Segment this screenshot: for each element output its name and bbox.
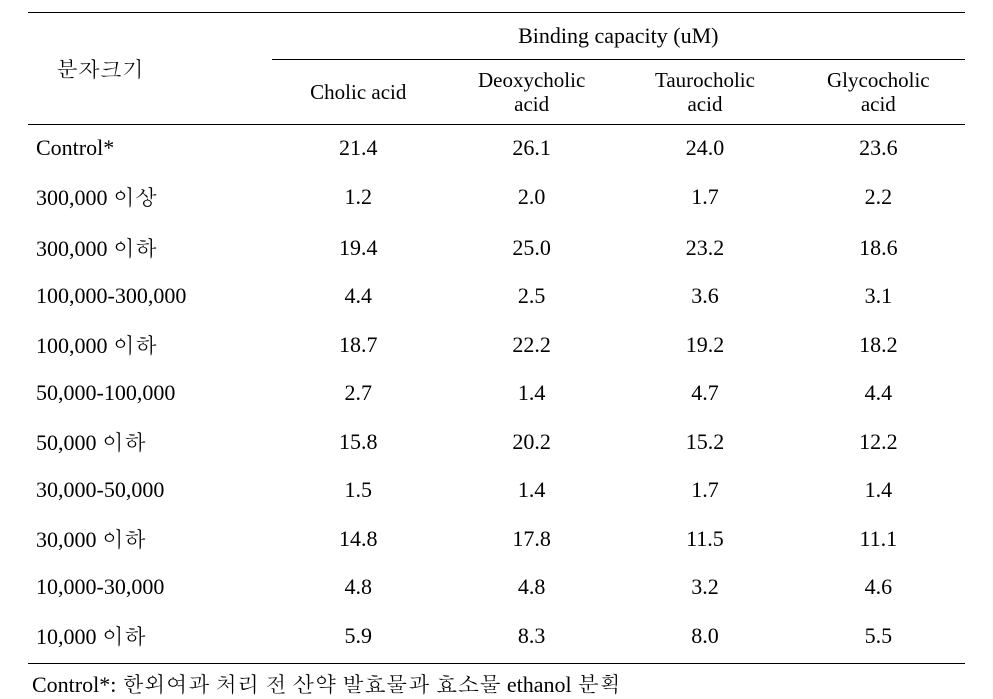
cell-value: 18.2: [792, 319, 965, 370]
table-row: 50,000-100,0002.71.44.74.4: [28, 370, 965, 416]
cell-value: 1.7: [618, 467, 791, 513]
cell-value: 12.2: [792, 416, 965, 467]
row-group-header: 분자크기: [28, 13, 272, 125]
column-header-text: acid: [687, 92, 722, 116]
table-row: 50,000 이하15.820.215.212.2: [28, 416, 965, 467]
cell-value: 19.4: [272, 222, 445, 273]
column-header-text: Deoxycholic: [478, 68, 585, 92]
cell-value: 1.4: [445, 370, 618, 416]
cell-value: 8.3: [445, 610, 618, 664]
table-row: 30,000 이하14.817.811.511.1: [28, 513, 965, 564]
cell-value: 1.4: [792, 467, 965, 513]
cell-value: 1.2: [272, 171, 445, 222]
row-label: 100,000 이하: [28, 319, 272, 370]
table-row: 300,000 이상1.22.01.72.2: [28, 171, 965, 222]
table-row: 100,000-300,0004.42.53.63.1: [28, 273, 965, 319]
cell-value: 3.2: [618, 564, 791, 610]
super-header: Binding capacity (uM): [272, 13, 965, 60]
cell-value: 19.2: [618, 319, 791, 370]
cell-value: 8.0: [618, 610, 791, 664]
cell-value: 15.8: [272, 416, 445, 467]
column-header: Deoxycholicacid: [445, 60, 618, 125]
cell-value: 22.2: [445, 319, 618, 370]
column-header-text: acid: [861, 92, 896, 116]
table-row: 300,000 이하19.425.023.218.6: [28, 222, 965, 273]
row-label: 10,000-30,000: [28, 564, 272, 610]
row-label: 10,000 이하: [28, 610, 272, 664]
row-label: 300,000 이하: [28, 222, 272, 273]
table-row: 10,000-30,0004.84.83.24.6: [28, 564, 965, 610]
cell-value: 4.7: [618, 370, 791, 416]
row-label: 30,000 이하: [28, 513, 272, 564]
cell-value: 11.1: [792, 513, 965, 564]
column-header-text: Glycocholic: [827, 68, 930, 92]
cell-value: 4.4: [272, 273, 445, 319]
column-header: Cholic acid: [272, 60, 445, 125]
cell-value: 4.8: [272, 564, 445, 610]
row-label: 50,000-100,000: [28, 370, 272, 416]
cell-value: 25.0: [445, 222, 618, 273]
cell-value: 18.6: [792, 222, 965, 273]
cell-value: 11.5: [618, 513, 791, 564]
column-header: Glycocholicacid: [792, 60, 965, 125]
row-label: 30,000-50,000: [28, 467, 272, 513]
table-footnote: Control*: 한외여과 처리 전 산약 발효물과 효소물 ethanol …: [28, 664, 965, 699]
cell-value: 5.9: [272, 610, 445, 664]
row-label: 300,000 이상: [28, 171, 272, 222]
binding-capacity-table: 분자크기 Binding capacity (uM) Cholic acid De…: [28, 12, 965, 664]
cell-value: 24.0: [618, 125, 791, 172]
row-label: Control*: [28, 125, 272, 172]
cell-value: 2.0: [445, 171, 618, 222]
column-header-text: Cholic acid: [310, 80, 406, 104]
row-label: 100,000-300,000: [28, 273, 272, 319]
table-row: 100,000 이하18.722.219.218.2: [28, 319, 965, 370]
row-label: 50,000 이하: [28, 416, 272, 467]
cell-value: 26.1: [445, 125, 618, 172]
table-row: 30,000-50,0001.51.41.71.4: [28, 467, 965, 513]
table-row: Control*21.426.124.023.6: [28, 125, 965, 172]
cell-value: 1.5: [272, 467, 445, 513]
column-header-text: Taurocholic: [655, 68, 755, 92]
cell-value: 5.5: [792, 610, 965, 664]
cell-value: 2.2: [792, 171, 965, 222]
cell-value: 23.6: [792, 125, 965, 172]
cell-value: 1.4: [445, 467, 618, 513]
cell-value: 3.1: [792, 273, 965, 319]
column-header: Taurocholicacid: [618, 60, 791, 125]
cell-value: 1.7: [618, 171, 791, 222]
cell-value: 18.7: [272, 319, 445, 370]
column-header-text: acid: [514, 92, 549, 116]
cell-value: 23.2: [618, 222, 791, 273]
cell-value: 2.7: [272, 370, 445, 416]
cell-value: 4.8: [445, 564, 618, 610]
table-row: 10,000 이하5.98.38.05.5: [28, 610, 965, 664]
cell-value: 14.8: [272, 513, 445, 564]
cell-value: 2.5: [445, 273, 618, 319]
cell-value: 17.8: [445, 513, 618, 564]
cell-value: 3.6: [618, 273, 791, 319]
cell-value: 20.2: [445, 416, 618, 467]
cell-value: 4.4: [792, 370, 965, 416]
cell-value: 21.4: [272, 125, 445, 172]
cell-value: 4.6: [792, 564, 965, 610]
cell-value: 15.2: [618, 416, 791, 467]
